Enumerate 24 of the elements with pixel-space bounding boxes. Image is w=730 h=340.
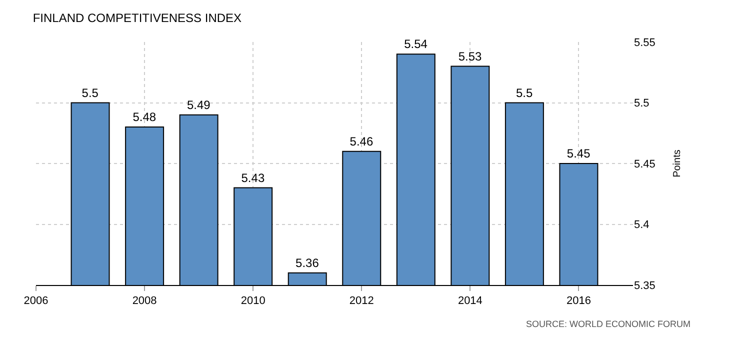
data-label: 5.54 xyxy=(404,37,428,52)
y-tick-label: 5.35 xyxy=(634,280,656,292)
data-label: 5.43 xyxy=(241,170,265,185)
data-label: 5.48 xyxy=(132,110,156,124)
x-tick-label: 2012 xyxy=(349,295,374,308)
data-label: 5.53 xyxy=(458,49,482,64)
y-tick-label: 5.4 xyxy=(634,219,650,232)
y-tick-label: 5.55 xyxy=(634,36,656,49)
y-axis-title: Points xyxy=(672,150,683,178)
data-label: 5.5 xyxy=(516,86,533,100)
data-label: 5.49 xyxy=(186,98,211,112)
x-tick-label: 2016 xyxy=(566,295,591,308)
chart-title: FINLAND COMPETITIVENESS INDEX xyxy=(32,11,242,25)
y-tick-label: 5.5 xyxy=(634,98,650,110)
data-label: 5.45 xyxy=(566,146,591,160)
x-tick-label: 2010 xyxy=(240,295,266,308)
x-tick-label: 2008 xyxy=(132,295,157,308)
x-tick-label: 2006 xyxy=(24,295,48,308)
source-note: SOURCE: WORLD ECONOMIC FORUM xyxy=(526,319,691,329)
data-label: 5.5 xyxy=(82,86,99,100)
y-tick-label: 5.45 xyxy=(634,158,656,170)
data-label: 5.46 xyxy=(350,134,374,148)
data-label: 5.36 xyxy=(296,256,320,270)
x-tick-label: 2014 xyxy=(458,295,482,308)
